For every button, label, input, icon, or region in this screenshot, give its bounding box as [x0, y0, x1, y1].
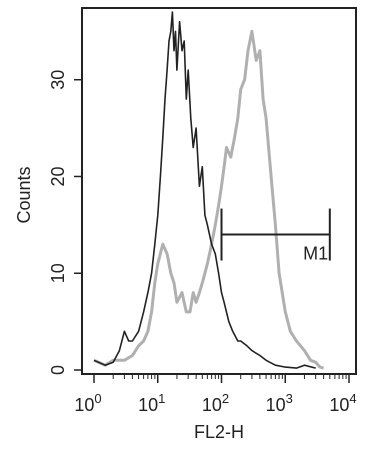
x-tick-label: 101 [138, 391, 165, 415]
y-tick-label: 10 [48, 263, 68, 283]
x-tick-label-exponent: 0 [94, 391, 101, 406]
x-tick-label-exponent: 2 [222, 391, 229, 406]
x-tick-label: 103 [266, 391, 293, 415]
x-tick-label-base: 10 [266, 395, 286, 415]
y-tick-label: 30 [48, 70, 68, 90]
x-axis-title: FL2-H [194, 422, 244, 442]
x-tick-label-exponent: 3 [286, 391, 293, 406]
x-tick-label: 100 [74, 391, 101, 415]
x-tick-label-exponent: 4 [349, 391, 356, 406]
tick-marks [74, 78, 350, 383]
x-tick-label-base: 10 [202, 395, 222, 415]
x-tick-label: 102 [202, 391, 229, 415]
gate-label: M1 [303, 244, 328, 264]
plot-frame [81, 7, 357, 375]
y-tick-label: 0 [48, 365, 68, 375]
y-tick-label: 20 [48, 166, 68, 186]
gate-m1: M1 [220, 208, 331, 264]
x-tick-label: 104 [329, 391, 356, 415]
x-tick-label-base: 10 [329, 395, 349, 415]
data-series [93, 11, 324, 370]
series-grey-histogram [93, 29, 324, 370]
x-tick-label-base: 10 [138, 395, 158, 415]
x-tick-label-base: 10 [74, 395, 94, 415]
y-axis-title: Counts [14, 166, 34, 223]
series-black-histogram [93, 11, 316, 369]
x-tick-label-exponent: 1 [158, 391, 165, 406]
